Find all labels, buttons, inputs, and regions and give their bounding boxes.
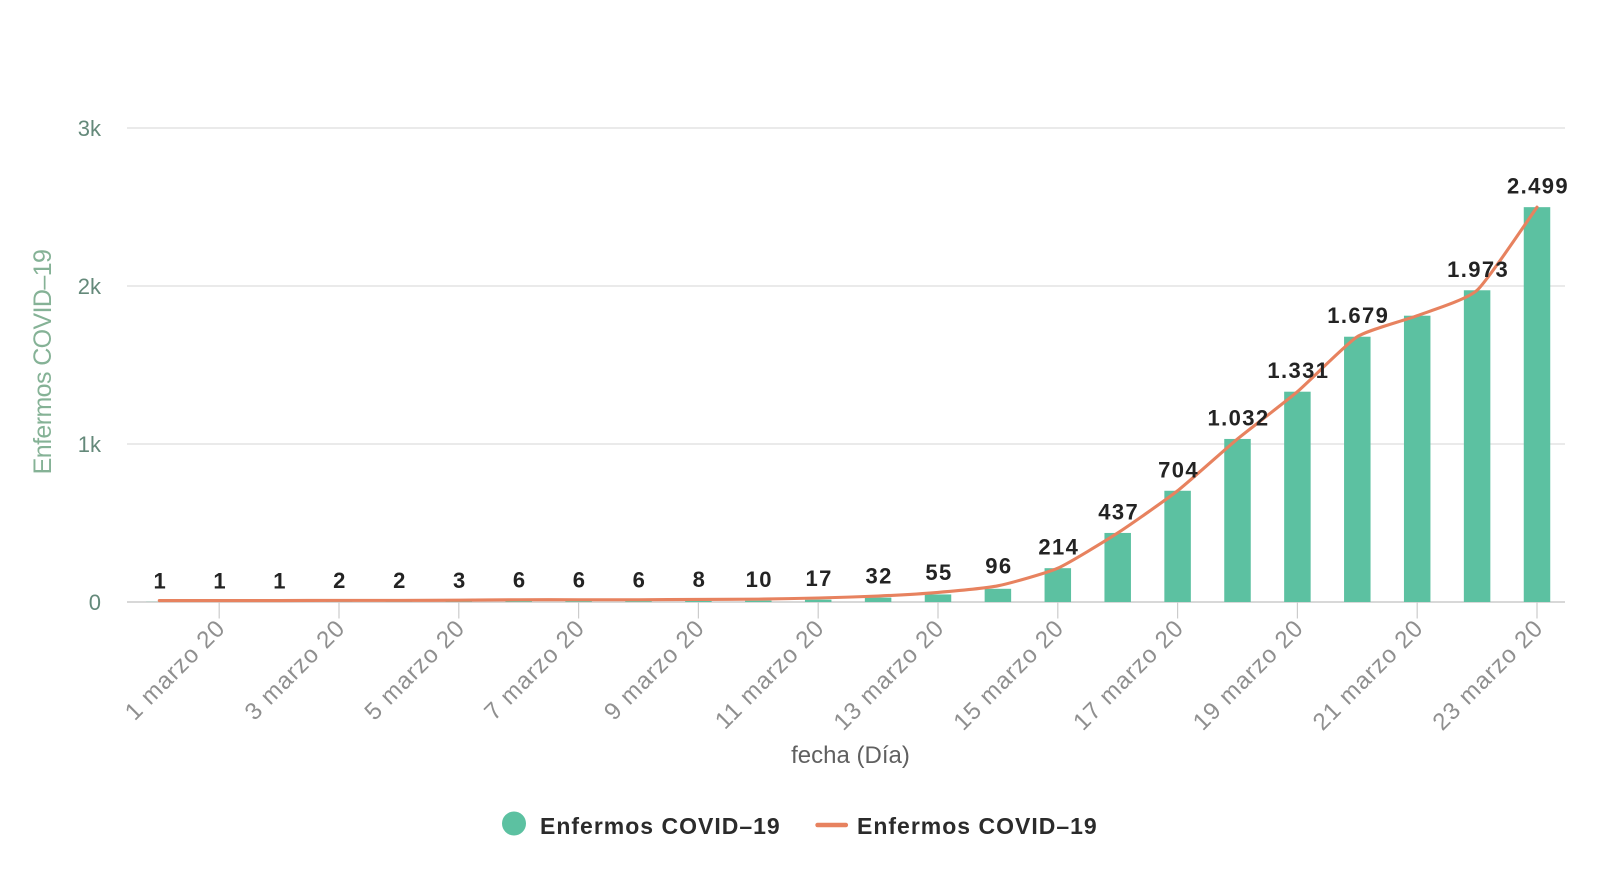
svg-text:3 marzo 20: 3 marzo 20 bbox=[240, 615, 351, 726]
svg-text:437: 437 bbox=[1098, 499, 1139, 524]
svg-text:6: 6 bbox=[513, 568, 527, 593]
svg-text:13 marzo 20: 13 marzo 20 bbox=[829, 615, 950, 736]
svg-text:96: 96 bbox=[985, 553, 1012, 578]
svg-text:Enfermos COVID–19: Enfermos COVID–19 bbox=[29, 250, 57, 475]
svg-text:1: 1 bbox=[273, 568, 287, 593]
svg-text:17 marzo 20: 17 marzo 20 bbox=[1068, 615, 1189, 736]
svg-text:1: 1 bbox=[213, 568, 227, 593]
svg-text:0: 0 bbox=[89, 590, 101, 615]
svg-text:15 marzo 20: 15 marzo 20 bbox=[948, 615, 1069, 736]
svg-text:Enfermos COVID–19: Enfermos COVID–19 bbox=[857, 813, 1098, 839]
svg-text:32: 32 bbox=[865, 563, 892, 588]
svg-text:1: 1 bbox=[153, 568, 167, 593]
svg-text:Enfermos COVID–19: Enfermos COVID–19 bbox=[540, 813, 781, 839]
svg-text:6: 6 bbox=[573, 568, 587, 593]
svg-text:23 marzo 20: 23 marzo 20 bbox=[1428, 615, 1549, 736]
svg-text:3k: 3k bbox=[78, 116, 102, 141]
svg-text:1 marzo 20: 1 marzo 20 bbox=[120, 615, 231, 726]
svg-text:10: 10 bbox=[746, 567, 773, 592]
svg-text:5 marzo 20: 5 marzo 20 bbox=[359, 615, 470, 726]
svg-text:704: 704 bbox=[1158, 457, 1199, 482]
svg-text:2.499: 2.499 bbox=[1507, 174, 1569, 199]
svg-text:3: 3 bbox=[453, 568, 467, 593]
svg-text:1.973: 1.973 bbox=[1447, 257, 1509, 282]
svg-text:1k: 1k bbox=[78, 432, 102, 457]
svg-text:214: 214 bbox=[1038, 535, 1079, 560]
svg-text:9 marzo 20: 9 marzo 20 bbox=[599, 615, 710, 726]
svg-text:1.032: 1.032 bbox=[1207, 405, 1269, 430]
svg-text:2k: 2k bbox=[78, 274, 102, 299]
svg-text:17: 17 bbox=[806, 566, 833, 591]
svg-text:1.679: 1.679 bbox=[1327, 303, 1389, 328]
svg-text:19 marzo 20: 19 marzo 20 bbox=[1188, 615, 1309, 736]
svg-text:2: 2 bbox=[393, 568, 407, 593]
svg-text:55: 55 bbox=[925, 560, 952, 585]
svg-text:fecha (Día): fecha (Día) bbox=[791, 742, 910, 769]
svg-text:8: 8 bbox=[693, 567, 707, 592]
svg-text:7 marzo 20: 7 marzo 20 bbox=[479, 615, 590, 726]
svg-text:21 marzo 20: 21 marzo 20 bbox=[1308, 615, 1429, 736]
svg-text:11 marzo 20: 11 marzo 20 bbox=[710, 615, 830, 735]
svg-text:6: 6 bbox=[633, 568, 647, 593]
svg-text:1.331: 1.331 bbox=[1267, 358, 1329, 383]
svg-text:2: 2 bbox=[333, 568, 347, 593]
